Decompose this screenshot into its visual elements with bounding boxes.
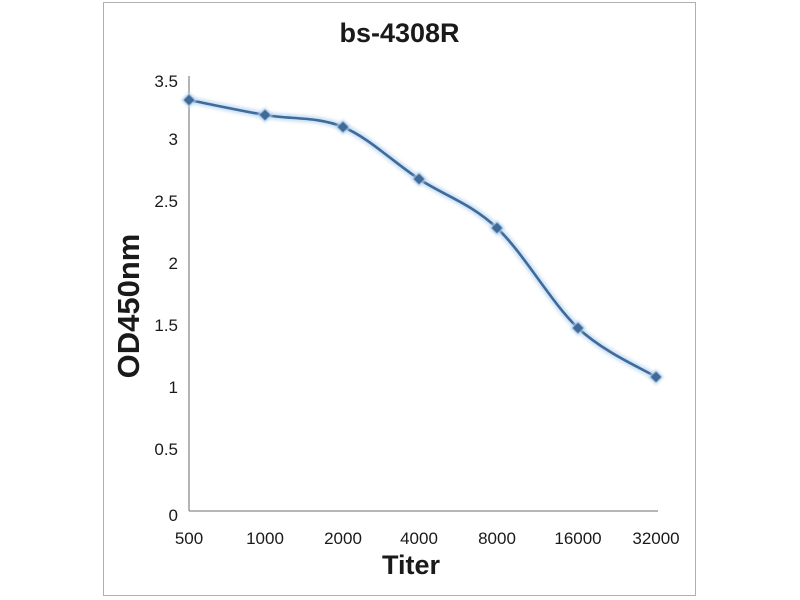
svg-text:1.5: 1.5 bbox=[154, 316, 178, 335]
svg-text:1000: 1000 bbox=[246, 529, 284, 548]
svg-text:500: 500 bbox=[175, 529, 203, 548]
svg-text:0: 0 bbox=[169, 506, 178, 525]
svg-text:2.5: 2.5 bbox=[154, 192, 178, 211]
svg-text:32000: 32000 bbox=[632, 529, 679, 548]
svg-text:1: 1 bbox=[169, 378, 178, 397]
svg-text:2000: 2000 bbox=[324, 529, 362, 548]
svg-text:2: 2 bbox=[169, 254, 178, 273]
svg-text:8000: 8000 bbox=[478, 529, 516, 548]
svg-text:0.5: 0.5 bbox=[154, 440, 178, 459]
svg-text:3: 3 bbox=[169, 130, 178, 149]
svg-text:4000: 4000 bbox=[400, 529, 438, 548]
svg-text:3.5: 3.5 bbox=[154, 72, 178, 91]
svg-text:16000: 16000 bbox=[554, 529, 601, 548]
